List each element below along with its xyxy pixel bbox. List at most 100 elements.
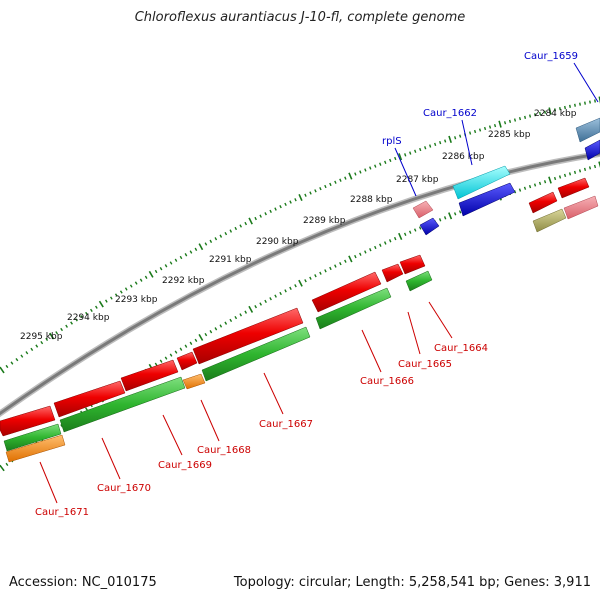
minor-tick xyxy=(269,297,272,301)
minor-tick xyxy=(563,173,567,178)
minor-tick xyxy=(189,341,193,345)
feature-caur-1659-steel xyxy=(575,117,600,143)
minor-tick xyxy=(434,142,437,147)
topology-text: Topology: circular; Length: 5,258,541 bp… xyxy=(233,575,591,590)
minor-tick xyxy=(234,315,238,320)
minor-tick xyxy=(374,245,377,250)
minor-tick xyxy=(534,113,537,117)
minor-tick xyxy=(40,341,44,345)
label-caur-1664: Caur_1664 xyxy=(434,343,488,354)
minor-tick xyxy=(473,129,477,134)
major-tick xyxy=(49,332,55,340)
label-caur-1667: Caur_1667 xyxy=(259,419,313,430)
minor-tick xyxy=(189,250,193,254)
minor-tick xyxy=(418,226,422,230)
minor-tick xyxy=(443,216,447,220)
tick-label-2290: 2290 kbp xyxy=(256,237,299,247)
feature-caur-1662-cyan xyxy=(452,165,511,200)
minor-tick xyxy=(478,128,482,132)
leader-caur-1669 xyxy=(162,414,183,456)
feature-caur-1666-green xyxy=(315,287,392,330)
minor-tick xyxy=(214,327,218,331)
minor-tick xyxy=(294,198,297,202)
minor-tick xyxy=(204,332,208,337)
minor-tick xyxy=(384,160,387,164)
minor-tick xyxy=(259,214,262,218)
tick-label-2287: 2287 kbp xyxy=(396,175,439,185)
minor-tick xyxy=(214,237,218,241)
minor-tick xyxy=(254,216,257,221)
major-tick xyxy=(398,232,403,241)
tick-label-2288: 2288 kbp xyxy=(350,195,393,205)
minor-tick xyxy=(329,266,332,271)
minor-tick xyxy=(388,239,392,243)
minor-tick xyxy=(80,315,83,319)
minor-tick xyxy=(369,248,372,252)
minor-tick xyxy=(529,114,532,118)
minor-tick xyxy=(533,183,537,187)
major-tick xyxy=(498,120,502,128)
minor-tick xyxy=(244,310,248,314)
minor-tick xyxy=(314,274,317,278)
minor-tick xyxy=(154,269,158,274)
tick-labels: 2284 kbp 2285 kbp 2286 kbp 2287 kbp 2288… xyxy=(20,109,577,342)
minor-tick xyxy=(269,209,272,214)
minor-tick xyxy=(45,337,49,341)
minor-tick xyxy=(334,180,337,184)
minor-tick xyxy=(124,287,128,291)
minor-tick xyxy=(513,118,517,122)
tick-label-2286: 2286 kbp xyxy=(442,152,485,162)
minor-tick xyxy=(439,140,442,145)
feature-red-upper-right-2 xyxy=(557,177,590,199)
minor-tick xyxy=(264,299,267,304)
minor-tick xyxy=(359,170,362,174)
minor-tick xyxy=(379,243,382,247)
genome-backbone-core xyxy=(0,152,600,416)
minor-tick xyxy=(543,180,547,184)
label-caur-1671: Caur_1671 xyxy=(35,507,89,518)
minor-tick xyxy=(584,101,586,105)
minor-tick xyxy=(129,284,133,288)
minor-tick xyxy=(324,269,327,273)
minor-tick xyxy=(174,258,178,262)
minor-tick xyxy=(319,271,322,275)
tick-label-2289: 2289 kbp xyxy=(303,216,346,226)
minor-tick xyxy=(339,261,342,266)
minor-tick xyxy=(574,103,576,107)
minor-tick xyxy=(524,115,527,119)
minor-tick xyxy=(319,187,322,191)
minor-tick xyxy=(109,296,113,300)
minor-tick xyxy=(339,178,342,182)
feature-olive xyxy=(532,208,567,233)
minor-tick xyxy=(528,184,532,189)
minor-tick xyxy=(354,172,357,176)
tick-label-2295: 2295 kbp xyxy=(20,332,63,342)
minor-tick xyxy=(593,164,597,169)
minor-tick xyxy=(279,291,282,296)
feature-caur-1666-red xyxy=(311,271,382,313)
major-tick xyxy=(448,212,453,220)
minor-tick xyxy=(454,136,457,140)
minor-tick xyxy=(95,305,98,309)
minor-tick xyxy=(284,289,287,293)
leader-caur-1670 xyxy=(101,437,121,480)
minor-tick xyxy=(229,318,233,323)
minor-tick xyxy=(25,351,29,355)
leader-rpls xyxy=(394,147,417,197)
major-tick xyxy=(0,464,5,472)
inner-features xyxy=(0,254,433,463)
minor-tick xyxy=(194,338,198,342)
major-tick xyxy=(348,172,353,180)
minor-tick xyxy=(5,462,9,467)
minor-tick xyxy=(414,149,417,153)
minor-tick xyxy=(394,156,397,161)
feature-caur-1659-blue xyxy=(584,139,600,161)
minor-tick xyxy=(383,241,387,245)
minor-tick xyxy=(85,311,88,316)
minor-tick xyxy=(309,276,312,280)
minor-tick xyxy=(458,210,462,214)
leader-caur-1668 xyxy=(200,399,220,442)
minor-tick xyxy=(264,212,267,216)
minor-tick xyxy=(289,286,292,291)
feature-red-upper-right-1 xyxy=(528,191,558,214)
